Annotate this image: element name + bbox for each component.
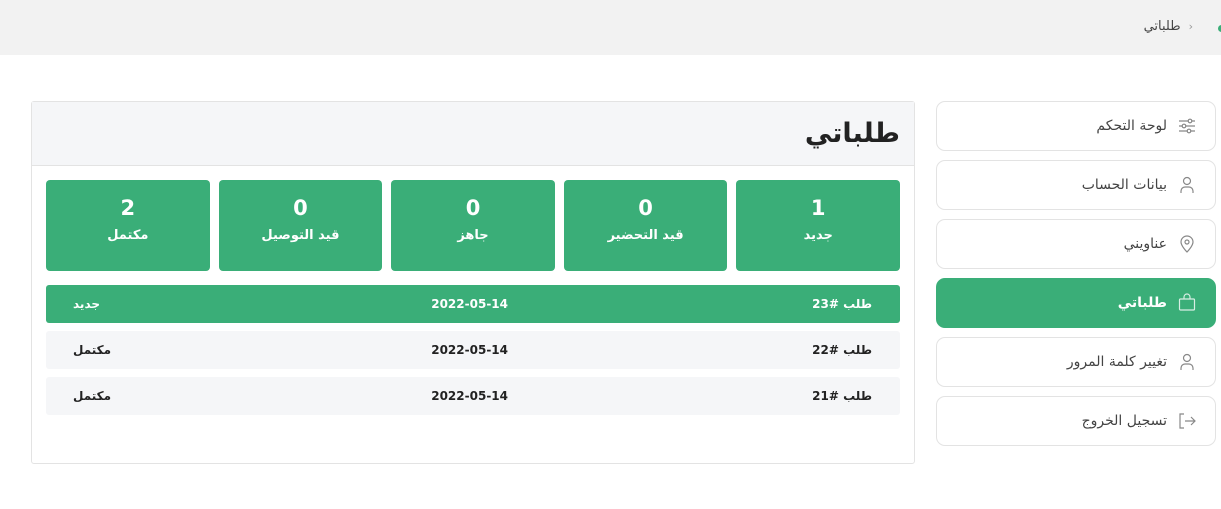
sidebar-item-label: بيانات الحساب [1081, 177, 1167, 193]
breadcrumb-current: طلباتي [1143, 19, 1181, 34]
sidebar-item-change-password[interactable]: تغيير كلمة المرور [936, 337, 1216, 387]
order-date: 2022-05-14 [431, 343, 508, 357]
stat-label: جديد [803, 228, 833, 243]
stat-label: مكتمل [107, 228, 149, 243]
sidebar-item-logout[interactable]: تسجيل الخروج [936, 396, 1216, 446]
shopping-bag-icon [1178, 293, 1196, 311]
orders-list: طلب #23 2022-05-14 جديد طلب #22 2022-05-14 م… [46, 285, 900, 423]
stat-count: 1 [810, 196, 826, 220]
logout-icon [1179, 413, 1196, 429]
sidebar-item-account[interactable]: بيانات الحساب [936, 160, 1216, 210]
stat-delivering: 0 قيد التوصيل [218, 180, 383, 271]
account-sidebar: لوحة التحكم بيانات الحساب عناويني طلباتي… [936, 101, 1216, 455]
panel-header: طلباتي [32, 102, 914, 166]
stat-count: 0 [465, 196, 481, 220]
sidebar-item-dashboard[interactable]: لوحة التحكم [936, 101, 1216, 151]
map-pin-icon [1180, 235, 1194, 253]
user-icon [1180, 353, 1194, 370]
stat-label: قيد التحضير [607, 228, 684, 243]
order-id: طلب #23 [812, 297, 872, 311]
sliders-icon [1179, 118, 1195, 134]
chevron-icon: ‹ [1188, 20, 1193, 33]
sidebar-item-label: تسجيل الخروج [1081, 413, 1167, 429]
order-status: جديد [73, 297, 101, 311]
stat-count: 0 [293, 196, 308, 220]
sidebar-item-label: عناويني [1123, 236, 1167, 252]
stat-count: 0 [638, 196, 653, 220]
sidebar-item-label: طلباتي [1117, 295, 1167, 311]
top-bar: ‹ طلباتي [0, 0, 1221, 55]
stat-completed: 2 مكتمل [46, 180, 210, 271]
orders-panel: طلباتي 1 جديد 0 قيد التحضير 0 جاهز 0 قيد الت… [31, 101, 915, 464]
sidebar-item-addresses[interactable]: عناويني [936, 219, 1216, 269]
home-icon[interactable] [1218, 25, 1221, 32]
sidebar-item-label: لوحة التحكم [1096, 118, 1167, 134]
breadcrumb: ‹ طلباتي [1144, 19, 1193, 34]
order-status: مكتمل [73, 389, 112, 403]
stat-label: جاهز [457, 228, 489, 243]
order-status: مكتمل [73, 343, 112, 357]
stat-ready: 0 جاهز [391, 180, 555, 271]
stat-label: قيد التوصيل [261, 228, 340, 243]
order-row[interactable]: طلب #22 2022-05-14 مكتمل [46, 331, 900, 369]
order-row[interactable]: طلب #21 2022-05-14 مكتمل [46, 377, 900, 415]
order-id: طلب #21 [812, 389, 872, 403]
order-id: طلب #22 [812, 343, 872, 357]
sidebar-item-label: تغيير كلمة المرور [1066, 354, 1167, 370]
page-title: طلباتي [804, 118, 900, 149]
sidebar-item-orders[interactable]: طلباتي [936, 278, 1216, 328]
stat-count: 2 [120, 196, 136, 220]
order-date: 2022-05-14 [431, 389, 508, 403]
order-date: 2022-05-14 [431, 297, 508, 311]
user-icon [1180, 176, 1194, 193]
stat-preparing: 0 قيد التحضير [563, 180, 728, 271]
order-row[interactable]: طلب #23 2022-05-14 جديد [46, 285, 900, 323]
order-stats: 1 جديد 0 قيد التحضير 0 جاهز 0 قيد التوصيل 2 م… [46, 180, 900, 271]
stat-new: 1 جديد [736, 180, 900, 271]
